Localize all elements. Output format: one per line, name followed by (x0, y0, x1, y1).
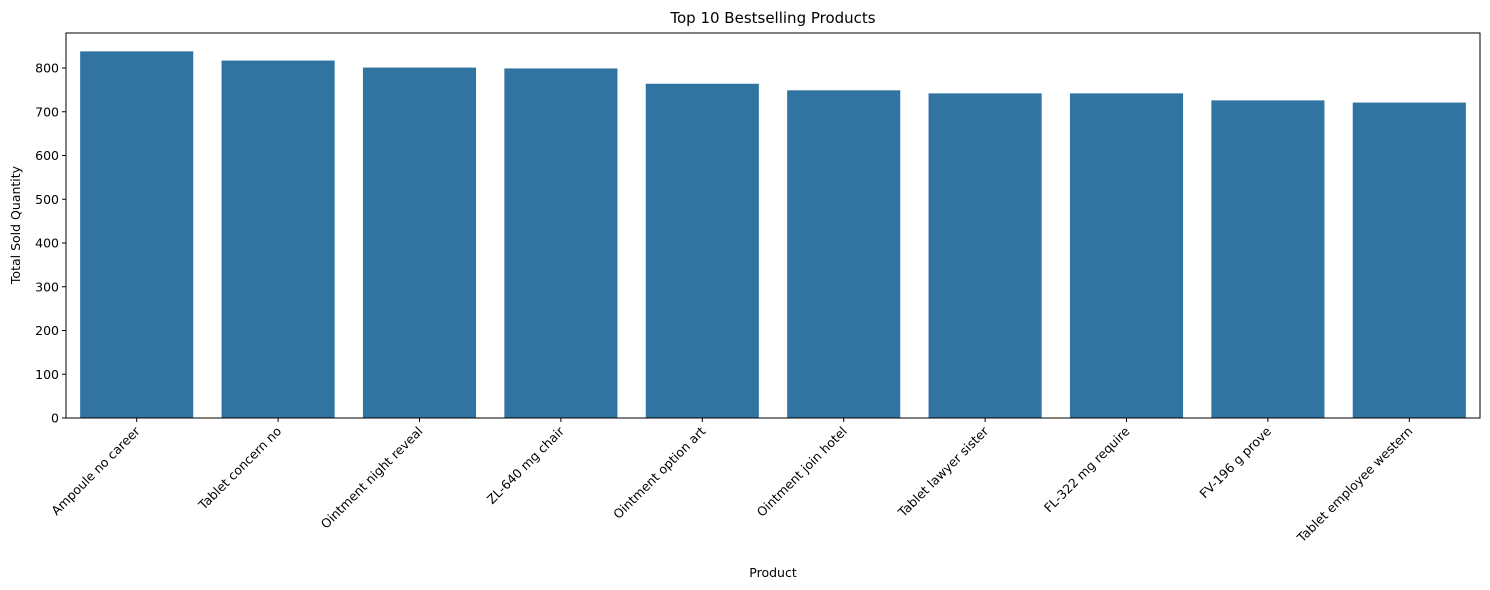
x-tick-label: Ointment join hotel (754, 424, 850, 520)
y-tick-label: 500 (35, 192, 59, 207)
x-tick-label: Ointment option art (610, 423, 708, 521)
x-tick-label: Tablet lawyer sister (894, 423, 991, 520)
x-tick-label: Tablet employee western (1293, 424, 1415, 546)
x-axis-label: Product (749, 565, 797, 580)
bar-10 (1352, 102, 1466, 418)
y-tick-label: 700 (35, 104, 59, 119)
bar-7 (928, 93, 1042, 418)
bar-8 (1069, 93, 1184, 418)
y-tick-label: 200 (35, 323, 59, 338)
x-tick-label: FV-196 g prove (1196, 423, 1274, 501)
plot-frame (65, 32, 1481, 419)
bar-9 (1211, 100, 1325, 418)
y-tick-label: 400 (35, 236, 59, 251)
y-tick-label: 300 (35, 279, 59, 294)
bar-4 (504, 68, 618, 418)
y-tick-label: 800 (35, 61, 59, 76)
y-axis: 0 100 200 300 400 500 600 700 800 (35, 61, 66, 426)
bar-1 (80, 51, 194, 418)
x-tick-label: FL-322 mg require (1041, 423, 1133, 515)
bar-5 (645, 83, 759, 418)
bars-group (80, 51, 1466, 418)
x-axis: Ampoule no career Tablet concern no Ointme… (48, 418, 1415, 546)
chart-title: Top 10 Bestselling Products (669, 9, 875, 27)
bar-2 (221, 60, 335, 418)
x-tick-label: Ampoule no career (48, 423, 143, 518)
bar-6 (787, 90, 901, 418)
y-tick-label: 100 (35, 367, 59, 382)
x-tick-label: Ointment night reveal (318, 424, 426, 532)
y-tick-label: 600 (35, 148, 59, 163)
y-axis-label: Total Sold Quantity (8, 165, 23, 285)
x-tick-label: Tablet concern no (195, 424, 285, 514)
bar-3 (362, 67, 477, 418)
y-tick-label: 0 (51, 411, 59, 426)
x-tick-label: ZL-640 mg chair (484, 423, 568, 507)
